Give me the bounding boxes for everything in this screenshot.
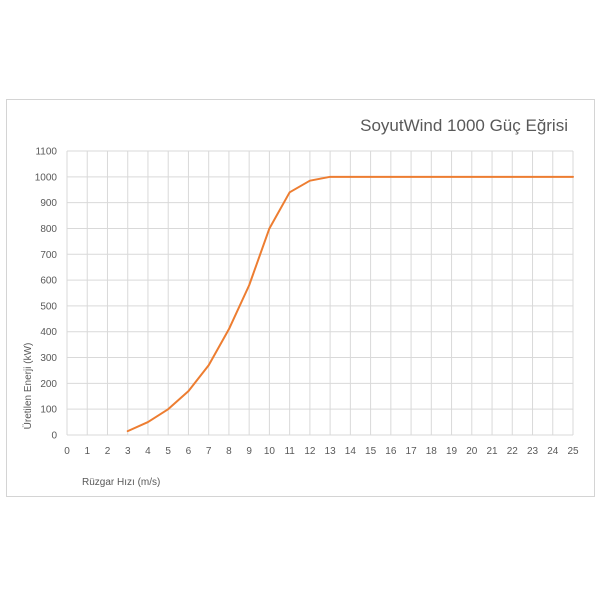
x-tick-label: 19: [446, 446, 458, 457]
x-tick-label: 14: [345, 446, 357, 457]
x-tick-label: 15: [365, 446, 377, 457]
x-tick-label: 25: [567, 446, 579, 457]
y-tick-label: 400: [40, 327, 57, 338]
y-tick-label: 200: [40, 379, 57, 390]
chart-title: SoyutWind 1000 Güç Eğrisi: [360, 116, 568, 135]
y-tick-label: 500: [40, 301, 57, 312]
x-tick-label: 20: [466, 446, 478, 457]
series-line: [126, 175, 574, 433]
x-tick-label: 17: [406, 446, 418, 457]
y-tick-label: 800: [40, 224, 57, 235]
y-tick-label: 900: [40, 198, 57, 209]
y-tick-label: 0: [51, 431, 57, 442]
x-tick-label: 0: [64, 446, 70, 457]
x-tick-label: 5: [165, 446, 171, 457]
chart-frame: [6, 99, 595, 497]
x-tick-label: 3: [125, 446, 131, 457]
y-tick-label: 300: [40, 353, 57, 364]
grid-lines: [66, 150, 574, 436]
y-tick-label: 1100: [35, 147, 57, 158]
y-tick-label: 1000: [35, 172, 58, 183]
x-tick-label: 13: [325, 446, 337, 457]
x-tick-label: 2: [105, 446, 111, 457]
x-tick-label: 23: [527, 446, 539, 457]
y-tick-label: 600: [40, 276, 57, 287]
x-tick-label: 7: [206, 446, 212, 457]
series-group: [126, 175, 574, 433]
x-tick-label: 22: [507, 446, 519, 457]
x-axis-ticks: 0 1 2 3 4 5 6 7 8 9 10 11 12 13 14 15 16 17 18 19 20 21 22 23 24…: [64, 446, 579, 457]
x-tick-label: 10: [264, 446, 276, 457]
y-axis-label: Üretilen Enerji (kW): [22, 343, 34, 430]
x-tick-label: 1: [84, 446, 90, 457]
x-tick-label: 9: [246, 446, 252, 457]
x-axis-label: Rüzgar Hızı (m/s): [82, 477, 160, 488]
x-tick-label: 6: [186, 446, 192, 457]
x-tick-label: 18: [426, 446, 438, 457]
y-tick-label: 100: [40, 405, 57, 416]
x-tick-label: 8: [226, 446, 232, 457]
x-tick-label: 11: [284, 446, 295, 457]
x-tick-label: 21: [486, 446, 498, 457]
x-tick-label: 24: [547, 446, 559, 457]
y-tick-label: 700: [40, 250, 57, 261]
x-tick-label: 12: [304, 446, 316, 457]
x-tick-label: 4: [145, 446, 151, 457]
x-tick-label: 16: [385, 446, 397, 457]
y-axis-ticks: 0 100 200 300 400 500 600 700 800 900 1000 1100: [35, 147, 58, 442]
